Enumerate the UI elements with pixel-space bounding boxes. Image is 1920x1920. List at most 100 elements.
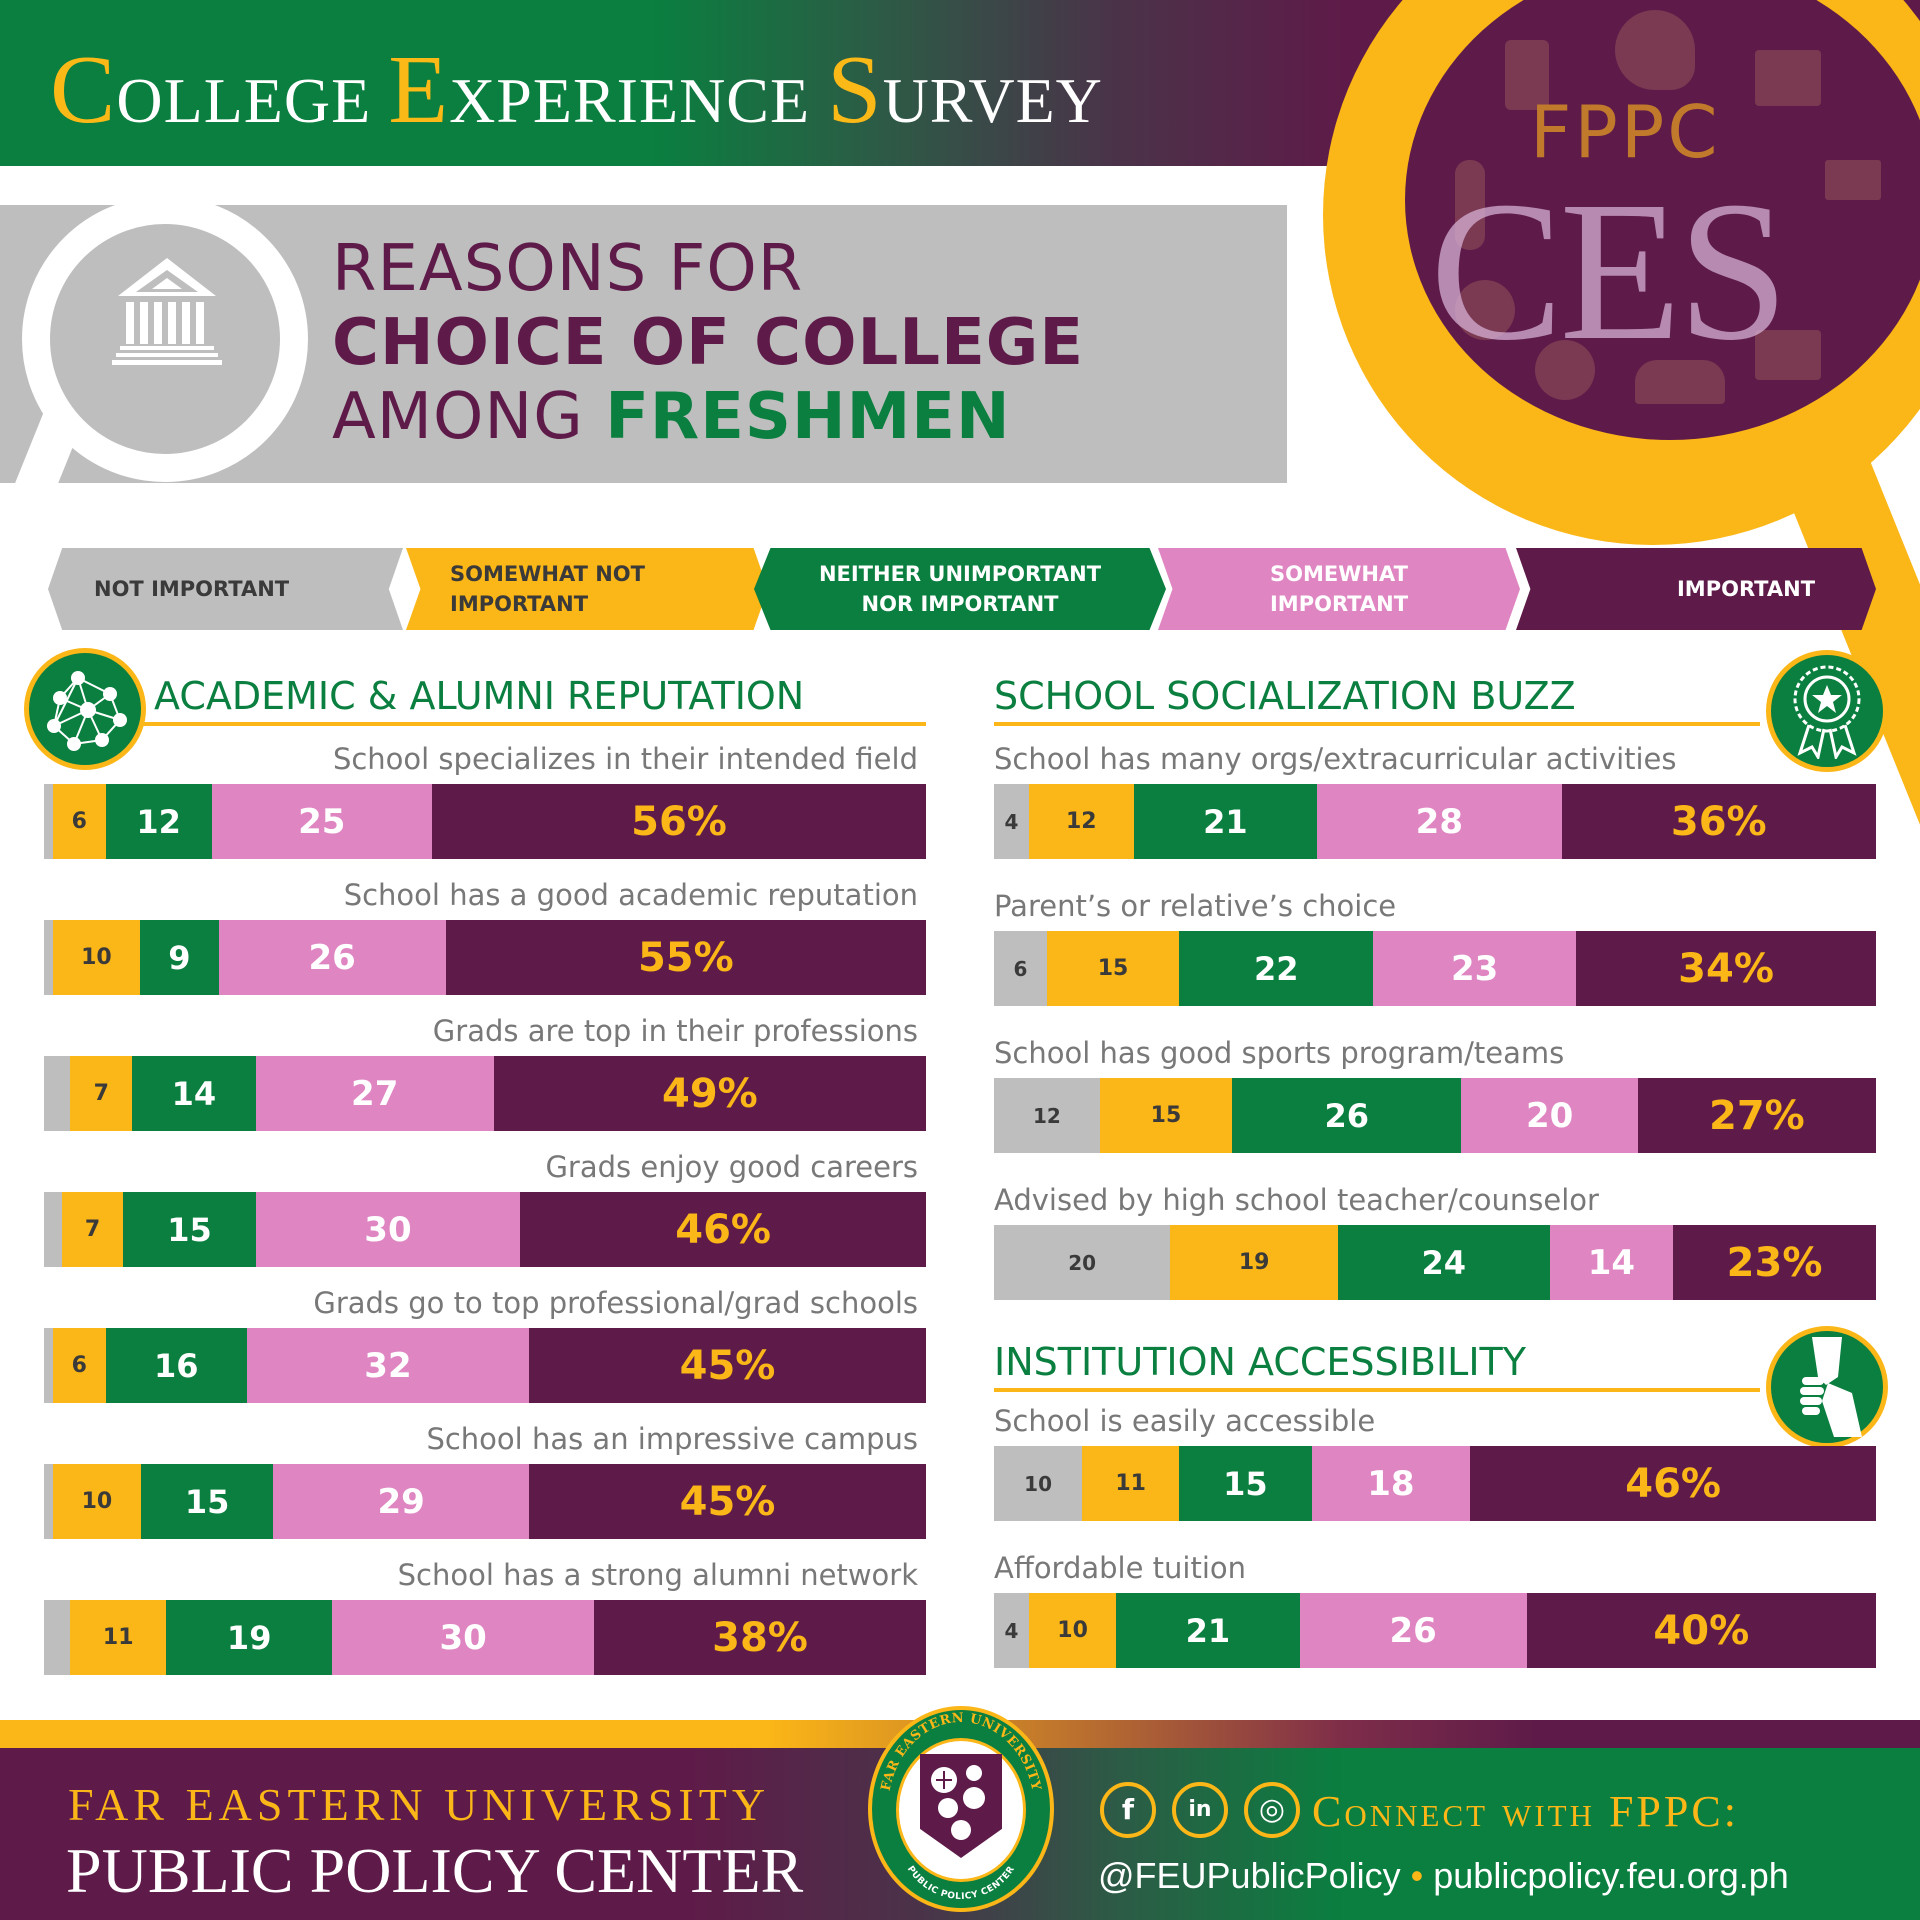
network-people-icon: [24, 648, 146, 770]
section-rule-school-socialization-buzz: [994, 722, 1760, 726]
title-rest-ollege: OLLEGE: [116, 65, 372, 136]
segment-important: 45%: [529, 1328, 926, 1403]
award-ribbon-icon: [1766, 650, 1888, 772]
section-title-academic-alumni-reputation: ACADEMIC & ALUMNI REPUTATION: [154, 674, 805, 718]
segment-not-important: 12: [994, 1078, 1100, 1153]
subtitle-line-2: CHOICE OF COLLEGE: [332, 306, 1085, 380]
legend-somewhat-important: SOMEWHAT IMPORTANT: [1158, 548, 1520, 630]
segment-somewhat-important: 25: [211, 784, 433, 859]
segment-value-label: 46%: [1625, 1460, 1721, 1507]
segment-not-important: [44, 920, 53, 995]
segment-value-label: 25: [298, 801, 346, 842]
segment-somewhat-not-important: 6: [52, 1328, 106, 1403]
legend-somewhat-important-text-1: SOMEWHAT: [1270, 562, 1408, 586]
segment-value-label: 29: [377, 1481, 425, 1522]
segment-value-label: 12: [1066, 809, 1097, 834]
segment-not-important: 10: [994, 1446, 1083, 1521]
subtitle-among: AMONG: [332, 380, 584, 454]
segment-value-label: 7: [93, 1081, 109, 1106]
segment-not-important: [44, 1464, 53, 1539]
segment-value-label: 23%: [1726, 1239, 1823, 1286]
segment-neither: 21: [1116, 1593, 1300, 1668]
stacked-bar-row: 6 15 22 23 34%: [994, 931, 1876, 1006]
ces-logo-text: CES: [1430, 161, 1789, 382]
segment-somewhat-not-important: 11: [1082, 1446, 1180, 1521]
segment-neither: 19: [166, 1600, 333, 1675]
bar-label: Grads go to top professional/grad school…: [313, 1286, 918, 1320]
facebook-icon[interactable]: f: [1100, 1782, 1156, 1838]
stacked-bar-row: 11 19 30 38%: [44, 1600, 926, 1675]
bar-label: School specializes in their intended fie…: [332, 742, 918, 776]
segment-value-label: 10: [1024, 1471, 1053, 1496]
website-link[interactable]: publicpolicy.feu.org.ph: [1433, 1855, 1789, 1896]
stacked-bar-row: 10 15 29 45%: [44, 1464, 926, 1539]
bar-label: Parent’s or relative’s choice: [994, 889, 1397, 923]
segment-not-important: 4: [994, 1593, 1029, 1668]
section-title-school-socialization-buzz: SCHOOL SOCIALIZATION BUZZ: [994, 674, 1576, 718]
segment-value-label: 15: [1097, 956, 1129, 981]
svg-text:PUBLIC POLICY CENTER: PUBLIC POLICY CENTER: [905, 1864, 1017, 1902]
segment-value-label: 26: [1389, 1610, 1437, 1651]
linkedin-glyph: in: [1188, 1797, 1212, 1822]
segment-neither: 26: [1232, 1078, 1462, 1153]
svg-text:FAR EASTERN UNIVERSITY: FAR EASTERN UNIVERSITY: [879, 1711, 1044, 1793]
fppc-logo-text: FPPC: [1530, 90, 1721, 174]
segment-somewhat-not-important: 12: [1028, 784, 1134, 859]
segment-value-label: 40%: [1653, 1607, 1750, 1654]
segment-neither: 12: [105, 784, 212, 859]
globe-icon[interactable]: ◎: [1244, 1782, 1300, 1838]
contact-separator: •: [1410, 1855, 1424, 1896]
segment-value-label: 56%: [631, 798, 727, 845]
segment-important: 46%: [520, 1192, 926, 1267]
segment-value-label: 26: [308, 937, 356, 978]
segment-value-label: 19: [1238, 1250, 1270, 1275]
person-icon: [1455, 160, 1485, 250]
page-subtitle: REASONS FOR CHOICE OF COLLEGE AMONG FRES…: [332, 232, 1084, 454]
subtitle-line-3: AMONG FRESHMEN: [332, 380, 1084, 454]
segment-somewhat-not-important: 11: [70, 1600, 167, 1675]
segment-not-important: 20: [994, 1225, 1171, 1300]
laptop-gears-icon: [1755, 330, 1821, 380]
seal-top-text: FAR EASTERN UNIVERSITY: [879, 1711, 1043, 1793]
segment-value-label: 34%: [1678, 945, 1774, 992]
title-initial-e: E: [388, 36, 450, 144]
linkedin-icon[interactable]: in: [1172, 1782, 1228, 1838]
segment-not-important: 6: [994, 931, 1047, 1006]
segment-value-label: 6: [71, 809, 87, 834]
segment-value-label: 20: [1525, 1095, 1574, 1136]
segment-not-important: [44, 784, 53, 859]
segment-value-label: 14: [1587, 1242, 1636, 1283]
segment-somewhat-not-important: 7: [70, 1056, 133, 1131]
segment-value-label: 32: [364, 1345, 412, 1386]
legend-not-important-text-1: NOT IMPORTANT: [94, 577, 290, 601]
segment-somewhat-not-important: 6: [52, 784, 106, 859]
segment-value-label: 15: [1223, 1464, 1268, 1503]
segment-neither: 14: [132, 1056, 256, 1131]
social-handle-link[interactable]: @FEUPublicPolicy: [1098, 1855, 1401, 1896]
legend-somewhat-not-important: SOMEWHAT NOT IMPORTANT: [406, 548, 768, 630]
ces-magnifier-lens: [1405, 0, 1920, 440]
segment-not-important: [44, 1192, 62, 1267]
section-rule-academic-alumni-reputation: [120, 722, 926, 726]
stacked-bar-row: 10 9 26 55%: [44, 920, 926, 995]
section-title-institution-accessibility: INSTITUTION ACCESSIBILITY: [994, 1340, 1526, 1384]
segment-important: 45%: [529, 1464, 926, 1539]
segment-neither: 15: [123, 1192, 256, 1267]
bar-label: School is easily accessible: [994, 1404, 1376, 1438]
segment-important: 55%: [445, 920, 926, 995]
segment-value-label: 18: [1367, 1463, 1415, 1504]
segment-not-important: [44, 1600, 71, 1675]
legend-neither: NEITHER UNIMPORTANT NOR IMPORTANT: [754, 548, 1166, 630]
connect-label: Connect with FPPC:: [1312, 1787, 1739, 1836]
segment-value-label: 30: [364, 1209, 412, 1250]
segment-value-label: 6: [71, 1353, 87, 1378]
segment-value-label: 15: [1150, 1103, 1182, 1128]
segment-somewhat-important: 14: [1549, 1225, 1674, 1300]
segment-value-label: 38%: [712, 1614, 808, 1661]
segment-value-label: 4: [1004, 1618, 1019, 1643]
title-initial-c: C: [50, 36, 117, 144]
bar-label: Affordable tuition: [994, 1551, 1247, 1585]
segment-important: 40%: [1526, 1593, 1876, 1668]
segment-somewhat-important: 28: [1317, 784, 1562, 859]
seal-bottom-text: PUBLIC POLICY CENTER: [905, 1864, 1017, 1902]
